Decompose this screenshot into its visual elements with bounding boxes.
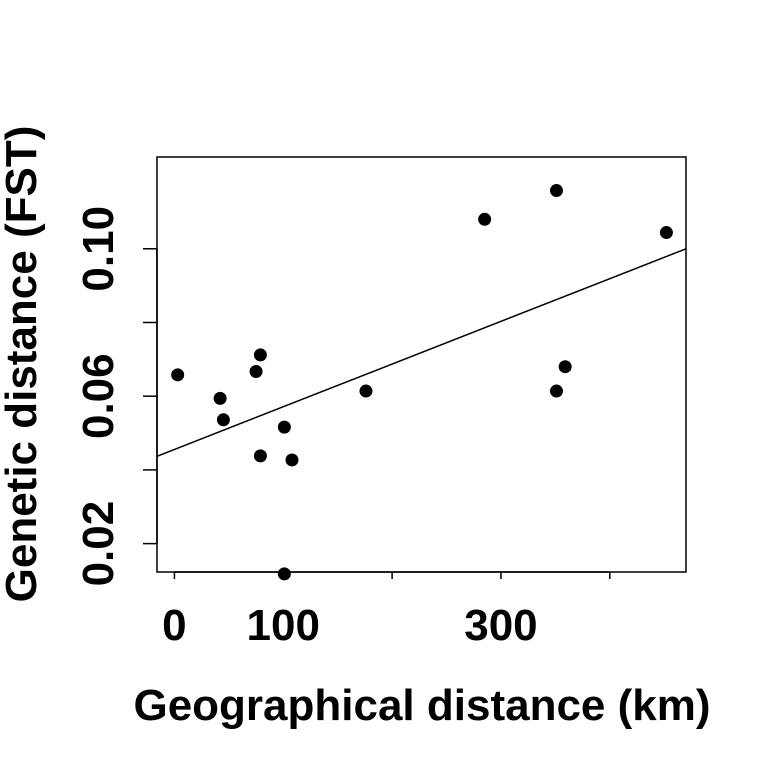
data-point: [253, 348, 267, 362]
x-tick-label: 100: [247, 601, 320, 650]
y-axis-title: Genetic distance (FST): [0, 126, 46, 603]
y-axis: 0.02 0.06 0.10: [74, 206, 158, 587]
data-point: [249, 365, 263, 379]
y-tick-label: 0.02: [74, 501, 123, 587]
data-point: [171, 368, 185, 382]
data-point: [558, 360, 572, 374]
data-point: [213, 391, 227, 405]
data-point: [277, 420, 291, 434]
y-tick-label: 0.10: [74, 206, 123, 292]
data-point: [253, 449, 267, 463]
data-point: [549, 384, 563, 398]
data-point: [659, 226, 673, 240]
data-points: [171, 184, 673, 581]
x-axis: 0 100 300: [162, 571, 611, 650]
plot-frame: [156, 156, 687, 573]
x-tick-label: 0: [162, 601, 186, 650]
x-tick-label: 300: [464, 601, 537, 650]
x-axis-title: Geographical distance (km): [133, 681, 710, 730]
data-point: [549, 184, 563, 198]
y-tick-label: 0.06: [74, 353, 123, 439]
data-point: [359, 384, 373, 398]
data-point: [277, 567, 291, 581]
data-point: [285, 453, 299, 467]
data-point: [216, 413, 230, 427]
data-point: [478, 212, 492, 226]
regression-line: [156, 248, 687, 457]
